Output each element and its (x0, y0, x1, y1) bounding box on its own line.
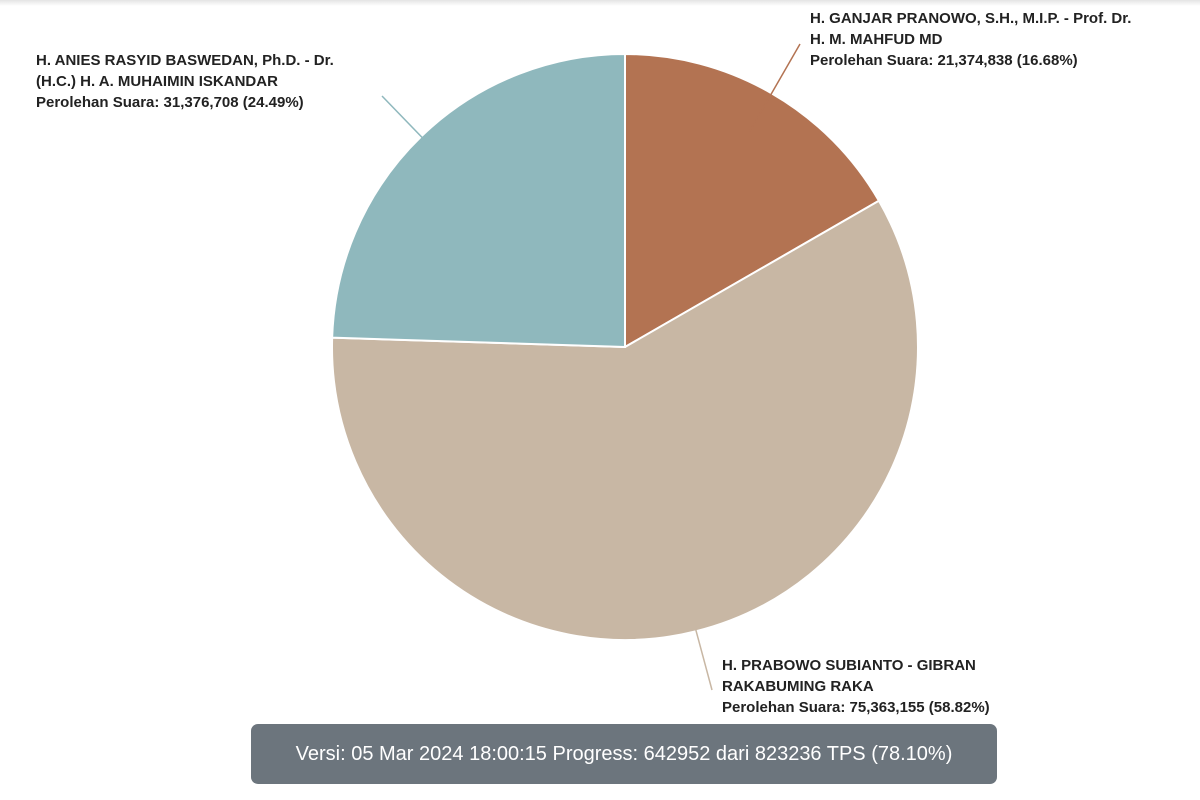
slice-name: H. ANIES RASYID BASWEDAN, Ph.D. - Dr. (H… (36, 52, 334, 90)
slice-label: H. ANIES RASYID BASWEDAN, Ph.D. - Dr. (H… (36, 50, 371, 113)
slice-value: Perolehan Suara: 21,374,838 (16.68%) (810, 52, 1078, 69)
slice-value: Perolehan Suara: 31,376,708 (24.49%) (36, 94, 304, 111)
slice-label: H. PRABOWO SUBIANTO - GIBRAN RAKABUMING … (722, 655, 1062, 718)
leader-line (694, 628, 713, 691)
caption: Versi: 05 Mar 2024 18:00:15 Progress: 64… (251, 724, 997, 784)
slice-name: H. GANJAR PRANOWO, S.H., M.I.P. - Prof. … (810, 10, 1132, 48)
top-bar (0, 0, 1200, 6)
slice-label: H. GANJAR PRANOWO, S.H., M.I.P. - Prof. … (810, 8, 1150, 71)
leader-line (381, 95, 447, 163)
slice-name: H. PRABOWO SUBIANTO - GIBRAN RAKABUMING … (722, 657, 976, 695)
leader-line (748, 43, 801, 132)
slice-value: Perolehan Suara: 75,363,155 (58.82%) (722, 699, 990, 716)
pie-slice (331, 52, 626, 349)
